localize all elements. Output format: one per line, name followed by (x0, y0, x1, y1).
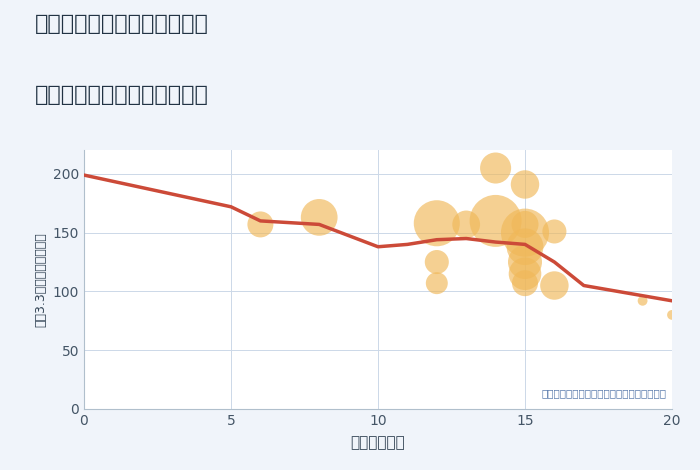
Point (519, 229, 531, 236)
Point (314, 213, 325, 221)
Point (431, 279, 442, 287)
Point (519, 180, 531, 188)
Text: 円の大きさは、取引のあった物件面積を示す: 円の大きさは、取引のあった物件面積を示す (541, 389, 666, 399)
Point (255, 221, 266, 228)
Point (549, 227, 560, 235)
Point (519, 279, 531, 287)
Text: 駅距離別中古マンション価格: 駅距離別中古マンション価格 (35, 85, 209, 105)
Point (666, 311, 678, 319)
Point (490, 164, 501, 172)
Point (519, 270, 531, 277)
Point (519, 243, 531, 251)
Text: 神奈川県川崎市川崎区観音の: 神奈川県川崎市川崎区観音の (35, 14, 209, 34)
Point (461, 221, 472, 228)
Y-axis label: 坪（3.3㎡）単価（万円）: 坪（3.3㎡）単価（万円） (34, 232, 47, 327)
Point (637, 297, 648, 305)
Point (519, 221, 531, 228)
X-axis label: 駅距離（分）: 駅距離（分） (351, 435, 405, 450)
Point (549, 282, 560, 289)
Point (431, 258, 442, 266)
Point (431, 219, 442, 227)
Point (519, 258, 531, 266)
Point (490, 217, 501, 225)
